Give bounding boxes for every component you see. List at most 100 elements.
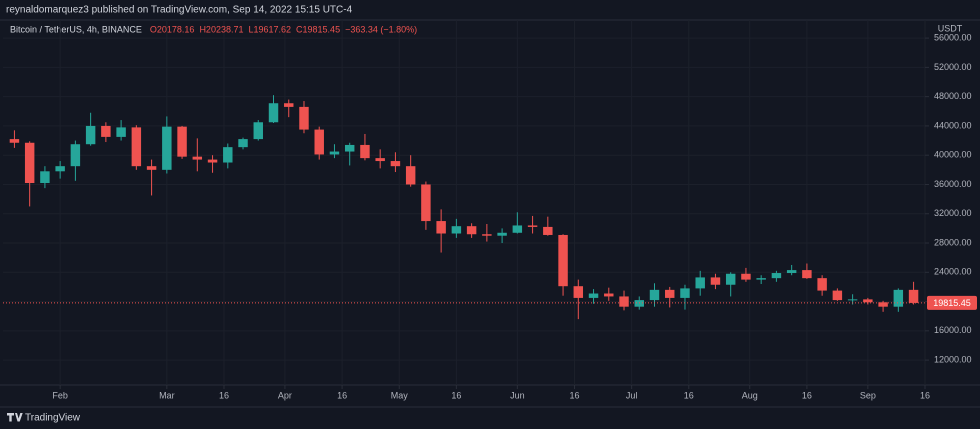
candles — [9, 95, 919, 320]
candle-body — [863, 299, 873, 303]
candle-body — [146, 166, 157, 170]
candle-body — [101, 125, 111, 137]
x-tick-label: Apr — [278, 390, 292, 400]
candle-body — [908, 289, 919, 303]
logo-text: TradingView — [25, 413, 81, 424]
legend-value: O20178.16 — [150, 24, 195, 34]
x-tick-label: Jul — [626, 390, 638, 400]
candle-body — [482, 234, 492, 236]
x-tick-label: 16 — [920, 390, 930, 400]
x-tick-label: Jun — [510, 390, 525, 400]
y-tick-label: 16000.00 — [934, 325, 972, 335]
candle-body — [725, 273, 736, 285]
candle-body — [436, 221, 446, 234]
last-price-label: 19815.45 — [933, 298, 971, 308]
candle-body — [24, 142, 35, 184]
x-tick-label: 16 — [684, 390, 694, 400]
candle-body — [604, 293, 614, 297]
candle-body — [451, 226, 462, 234]
x-tick-label: Aug — [742, 390, 758, 400]
logo-icon — [7, 413, 23, 422]
candle-body — [512, 225, 523, 233]
candle-body — [390, 161, 401, 167]
symbol-label: Bitcoin / TetherUS, 4h, BINANCE — [10, 24, 142, 34]
candle-body — [817, 278, 827, 291]
candle-body — [741, 273, 751, 280]
candle-body — [710, 277, 721, 285]
candle-body — [55, 166, 65, 172]
candle-body — [223, 147, 233, 163]
y-tick-label: 28000.00 — [934, 237, 972, 247]
y-tick-label: 44000.00 — [934, 120, 972, 130]
y-tick-label: 52000.00 — [934, 62, 972, 72]
candle-body — [695, 277, 705, 289]
candle-body — [847, 299, 858, 301]
candle-body — [756, 278, 766, 280]
grid — [3, 20, 926, 385]
candle-body — [527, 225, 538, 227]
candle-body — [284, 103, 294, 107]
candle-body — [405, 166, 416, 185]
candle-body — [360, 144, 370, 159]
legend-value: H20238.71 — [199, 24, 243, 34]
candle-body — [771, 273, 782, 279]
candle-body — [131, 127, 142, 167]
candle-body — [85, 125, 96, 145]
candle-body — [893, 289, 904, 307]
x-tick-label: 16 — [569, 390, 579, 400]
x-tick-label: Mar — [159, 390, 175, 400]
y-tick-label: 56000.00 — [934, 32, 972, 42]
candle-body — [543, 226, 553, 235]
legend-value: L19617.62 — [248, 24, 291, 34]
candle-body — [421, 184, 431, 222]
y-tick-label: 40000.00 — [934, 150, 972, 160]
candle-body — [314, 129, 324, 155]
candle-body — [802, 270, 812, 279]
candle-body — [40, 171, 50, 184]
y-tick-label: 24000.00 — [934, 267, 972, 277]
candle-body — [299, 106, 309, 130]
candle-body — [344, 144, 355, 152]
x-tick-label: Sep — [860, 390, 876, 400]
last-price-box — [927, 295, 977, 310]
candle-body — [375, 158, 385, 162]
x-tick-label: Feb — [52, 390, 68, 400]
y-tick-label: 12000.00 — [934, 354, 972, 364]
y-axis-label: USDT — [938, 23, 963, 33]
legend-value: C19815.45 — [296, 24, 340, 34]
candle-body — [649, 289, 660, 301]
candle-body — [238, 139, 248, 148]
legend-value: −363.34 (−1.80%) — [345, 24, 417, 34]
candle-body — [192, 156, 203, 160]
candle-body — [558, 234, 568, 287]
candle-body — [329, 151, 340, 155]
x-tick-label: 16 — [219, 390, 229, 400]
publisher-text: reynaldomarquez3 published on TradingVie… — [6, 5, 353, 16]
x-tick-label: 16 — [451, 390, 461, 400]
candle-body — [878, 302, 888, 307]
candle-body — [573, 286, 584, 298]
x-tick-label: 16 — [802, 390, 812, 400]
y-tick-label: 32000.00 — [934, 208, 972, 218]
candle-body — [207, 159, 218, 163]
candle-body — [619, 296, 629, 307]
candle-body — [162, 126, 172, 170]
candle-body — [832, 290, 843, 301]
candle-body — [70, 144, 81, 167]
x-tick-label: 16 — [337, 390, 347, 400]
candle-body — [116, 127, 126, 137]
candle-body — [786, 270, 797, 274]
candle-body — [253, 122, 263, 140]
candle-body — [177, 126, 187, 157]
candle-body — [268, 103, 279, 123]
candle-body — [665, 289, 675, 298]
y-tick-label: 48000.00 — [934, 91, 972, 101]
candle-body — [497, 232, 507, 236]
y-tick-label: 36000.00 — [934, 179, 972, 189]
candle-body — [466, 226, 477, 235]
candle-body — [680, 288, 690, 298]
candle-body — [588, 293, 599, 298]
candle-body — [9, 139, 20, 143]
